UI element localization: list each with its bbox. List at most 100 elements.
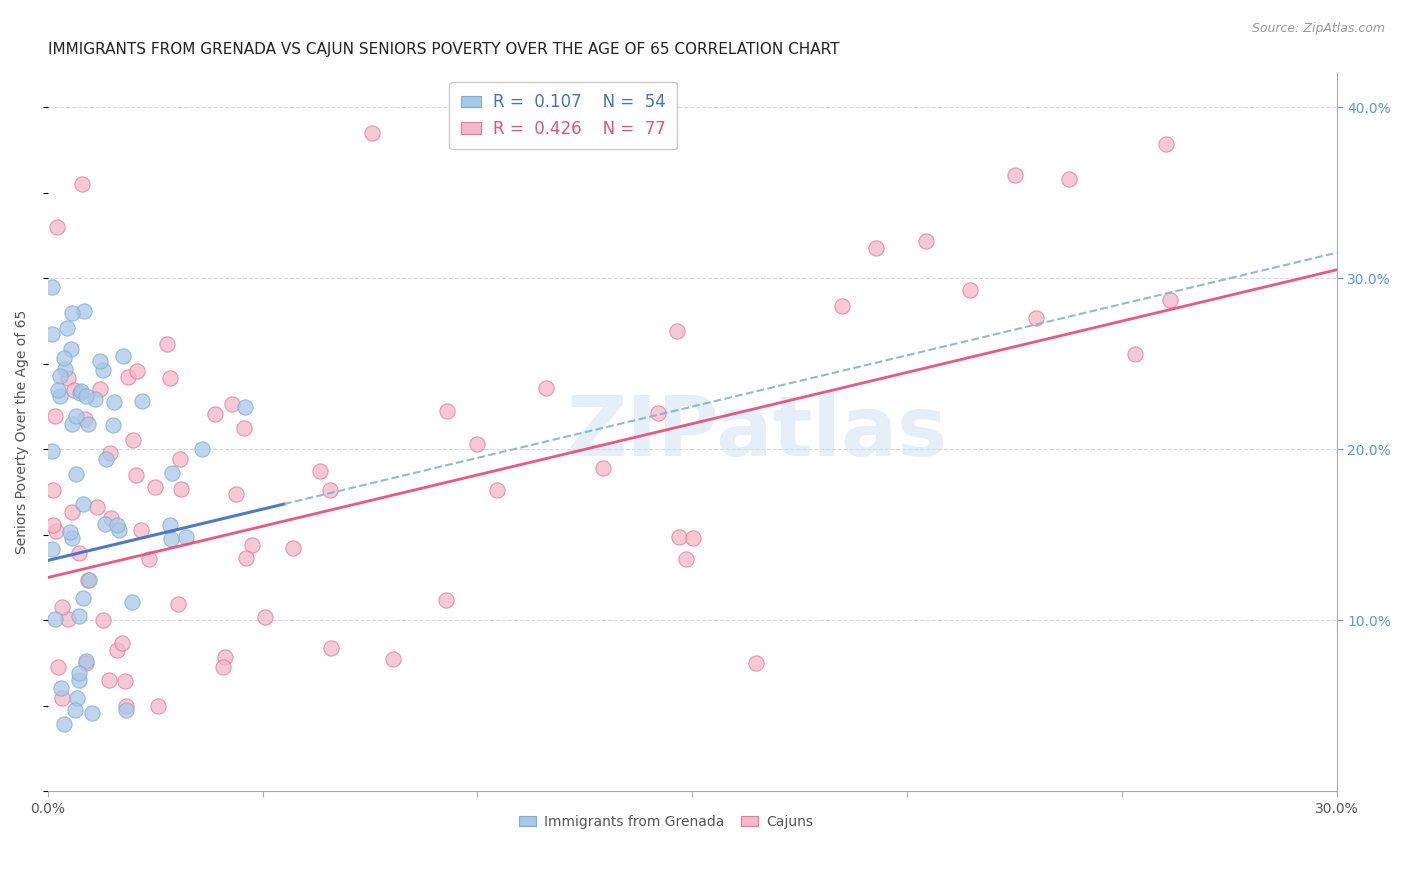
Legend: Immigrants from Grenada, Cajuns: Immigrants from Grenada, Cajuns: [513, 809, 820, 835]
Point: [89, 354, 111, 368]
Point: [114, 673, 136, 688]
Point: [46, 383, 69, 397]
Point: [41, 541, 63, 556]
Point: [1025, 310, 1047, 325]
Point: [117, 370, 139, 384]
Point: [1004, 168, 1026, 182]
Point: [44, 409, 66, 423]
Point: [45, 524, 67, 538]
Point: [127, 364, 149, 378]
Point: [60, 342, 83, 356]
Point: [62, 306, 84, 320]
Point: [160, 532, 183, 546]
Point: [97, 673, 120, 688]
Point: [121, 433, 143, 447]
Point: [56, 612, 79, 626]
Point: [959, 283, 981, 297]
Point: [143, 480, 166, 494]
Point: [138, 552, 160, 566]
Point: [169, 482, 191, 496]
Point: [131, 523, 153, 537]
Point: [668, 530, 690, 544]
Point: [41, 327, 63, 342]
Point: [52, 716, 75, 731]
Point: [67, 673, 90, 688]
Point: [319, 483, 342, 497]
Point: [233, 421, 256, 435]
Point: [42, 483, 65, 498]
Point: [91, 613, 114, 627]
Point: [592, 460, 614, 475]
Point: [48, 389, 70, 403]
Point: [169, 452, 191, 467]
Point: [86, 500, 108, 515]
Point: [67, 665, 90, 680]
Point: [41, 444, 63, 458]
Point: [96, 451, 118, 466]
Point: [107, 518, 129, 533]
Point: [212, 660, 235, 674]
Point: [60, 417, 83, 431]
Point: [56, 321, 79, 335]
Point: [240, 538, 263, 552]
Point: [60, 505, 83, 519]
Point: [46, 660, 69, 674]
Point: [865, 241, 887, 255]
Point: [434, 592, 457, 607]
Point: [76, 417, 98, 431]
Point: [221, 397, 243, 411]
Point: [108, 523, 131, 537]
Point: [53, 362, 76, 376]
Point: [44, 612, 66, 626]
Point: [51, 681, 73, 695]
Point: [89, 382, 111, 396]
Point: [233, 400, 256, 414]
Text: IMMIGRANTS FROM GRENADA VS CAJUN SENIORS POVERTY OVER THE AGE OF 65 CORRELATION : IMMIGRANTS FROM GRENADA VS CAJUN SENIORS…: [48, 42, 839, 57]
Point: [647, 406, 669, 420]
Text: Source: ZipAtlas.com: Source: ZipAtlas.com: [1251, 22, 1385, 36]
Point: [69, 386, 91, 401]
Point: [666, 324, 689, 338]
Point: [146, 698, 169, 713]
Point: [536, 381, 558, 395]
Point: [72, 591, 94, 606]
Point: [111, 636, 134, 650]
Point: [214, 650, 236, 665]
Point: [75, 654, 97, 668]
Point: [103, 395, 125, 409]
Point: [914, 234, 936, 248]
Point: [1159, 293, 1181, 307]
Point: [361, 126, 384, 140]
Point: [53, 351, 76, 365]
Point: [67, 608, 90, 623]
Point: [80, 706, 103, 720]
Point: [75, 412, 97, 426]
Point: [114, 703, 136, 717]
Point: [254, 609, 277, 624]
Point: [63, 383, 86, 397]
Point: [103, 418, 125, 433]
Point: [225, 487, 247, 501]
Point: [46, 220, 69, 235]
Point: [75, 389, 97, 403]
Point: [56, 371, 79, 385]
Point: [745, 656, 768, 670]
Point: [121, 595, 143, 609]
Point: [66, 691, 89, 706]
Point: [159, 371, 181, 385]
Point: [436, 403, 458, 417]
Point: [235, 551, 257, 566]
Point: [67, 546, 90, 560]
Point: [465, 436, 488, 450]
Point: [174, 531, 197, 545]
Point: [112, 349, 135, 363]
Point: [49, 368, 72, 383]
Point: [156, 337, 179, 351]
Point: [77, 573, 100, 587]
Point: [42, 518, 65, 533]
Point: [70, 384, 93, 399]
Point: [100, 511, 122, 525]
Point: [675, 551, 697, 566]
Point: [159, 518, 181, 533]
Point: [77, 573, 100, 587]
